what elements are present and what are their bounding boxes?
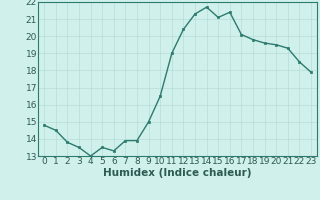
X-axis label: Humidex (Indice chaleur): Humidex (Indice chaleur) [103, 168, 252, 178]
